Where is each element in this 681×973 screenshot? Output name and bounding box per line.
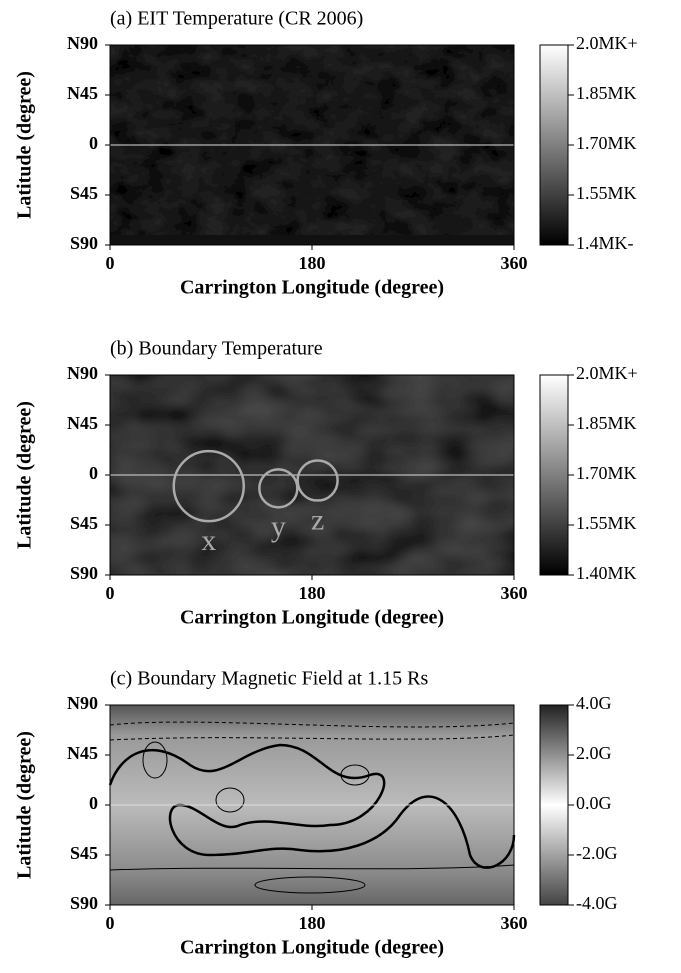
colorbar-tick-label: 2.0MK+ [576, 363, 638, 383]
x-tick-label: 0 [106, 913, 115, 933]
colorbar [540, 705, 568, 905]
y-tick-label: 0 [89, 463, 98, 483]
y-tick-label: S90 [70, 233, 98, 253]
colorbar-tick-label: -2.0G [576, 843, 618, 863]
region-label: z [311, 503, 324, 536]
colorbar-tick-label: -4.0G [576, 893, 618, 913]
figure: (a) EIT Temperature (CR 2006) 0 180 360 N90 N… [0, 0, 681, 973]
colorbar [540, 375, 568, 575]
colorbar-tick-label: 2.0MK+ [576, 33, 638, 53]
y-tick-label: N45 [67, 743, 98, 763]
y-tick-label: N90 [67, 693, 98, 713]
y-tick-label: N90 [67, 363, 98, 383]
colorbar-tick-label: 1.55MK [576, 183, 637, 203]
colorbar-tick-label: 4.0G [576, 693, 612, 713]
x-tick-label: 0 [106, 583, 115, 603]
y-tick-label: 0 [89, 793, 98, 813]
y-tick-label: N90 [67, 33, 98, 53]
colorbar-tick-label: 1.55MK [576, 513, 637, 533]
colorbar-tick-label: 1.40MK [576, 563, 637, 583]
y-axis-label: Latitude (degree) [14, 731, 36, 879]
colorbar-tick-label: 1.70MK [576, 463, 637, 483]
x-tick-label: 360 [501, 583, 528, 603]
y-tick-label: S90 [70, 893, 98, 913]
colorbar [540, 45, 568, 245]
colorbar-tick-label: 1.70MK [576, 133, 637, 153]
y-tick-label: N45 [67, 413, 98, 433]
y-tick-label: N45 [67, 83, 98, 103]
y-tick-label: S45 [70, 183, 98, 203]
panel-title: (a) EIT Temperature (CR 2006) [110, 8, 363, 30]
y-axis-label: Latitude (degree) [14, 401, 36, 549]
x-tick-label: 360 [501, 913, 528, 933]
colorbar-tick-label: 2.0G [576, 743, 612, 763]
x-tick-label: 360 [501, 253, 528, 273]
x-tick-label: 180 [299, 583, 326, 603]
region-label: y [271, 510, 286, 543]
x-tick-label: 180 [299, 253, 326, 273]
region-label: x [201, 524, 216, 557]
y-tick-label: S45 [70, 843, 98, 863]
panel-title: (b) Boundary Temperature [110, 338, 323, 360]
colorbar-tick-label: 1.4MK- [576, 233, 634, 253]
y-axis-label: Latitude (degree) [14, 71, 36, 219]
y-tick-label: 0 [89, 133, 98, 153]
x-axis-label: Carrington Longitude (degree) [180, 607, 444, 629]
x-axis-label: Carrington Longitude (degree) [180, 277, 444, 299]
colorbar-tick-label: 0.0G [576, 793, 612, 813]
y-tick-label: S90 [70, 563, 98, 583]
colorbar-tick-label: 1.85MK [576, 413, 637, 433]
x-tick-label: 180 [299, 913, 326, 933]
panel-title: (c) Boundary Magnetic Field at 1.15 Rs [110, 668, 428, 690]
x-tick-label: 0 [106, 253, 115, 273]
map-band [110, 235, 514, 245]
colorbar-tick-label: 1.85MK [576, 83, 637, 103]
x-axis-label: Carrington Longitude (degree) [180, 937, 444, 959]
y-tick-label: S45 [70, 513, 98, 533]
